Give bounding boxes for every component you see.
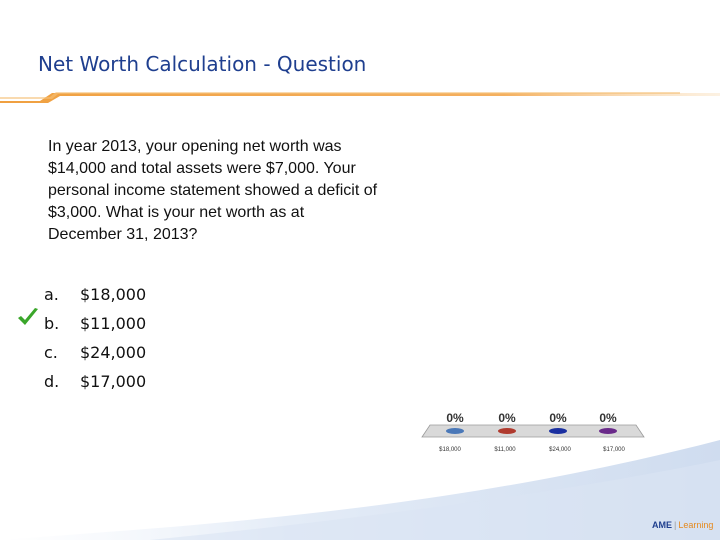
ame-learning-logo: AME | Learning (652, 520, 713, 530)
poll-bar-group-3: 0% $24,000 (549, 411, 572, 453)
logo-suffix: Learning (678, 520, 714, 530)
poll-percent-label: 0% (498, 411, 516, 425)
poll-results-chart: 0% $18,000 0% $11,000 0% $24,000 0% $17,… (421, 411, 645, 453)
header-accent-bar (0, 92, 720, 103)
option-letter: c. (44, 343, 58, 362)
footer-swoosh (0, 440, 720, 540)
correct-check-icon (18, 308, 38, 325)
option-value: $18,000 (80, 285, 147, 304)
option-d[interactable]: d. $17,000 (44, 367, 146, 396)
poll-bar-base (549, 428, 567, 434)
slide-title: Net Worth Calculation - Question (38, 52, 367, 76)
poll-bar-base (498, 428, 516, 434)
poll-category-label: $18,000 (439, 447, 461, 453)
option-letter: b. (44, 314, 60, 333)
poll-percent-label: 0% (599, 411, 617, 425)
answer-options: a. $18,000 b. $11,000 c. $24,000 d. $17,… (44, 280, 146, 396)
logo-separator: | (674, 520, 677, 530)
option-value: $17,000 (80, 372, 147, 391)
option-c[interactable]: c. $24,000 (44, 338, 146, 367)
poll-category-label: $17,000 (603, 447, 625, 453)
poll-bar-group-1: 0% $18,000 (439, 411, 464, 453)
option-letter: d. (44, 372, 60, 391)
option-value: $24,000 (80, 343, 147, 362)
poll-percent-label: 0% (446, 411, 464, 425)
option-b[interactable]: b. $11,000 (44, 309, 146, 338)
poll-bar-base (446, 428, 464, 434)
poll-category-label: $11,000 (494, 447, 516, 453)
option-value: $11,000 (80, 314, 147, 333)
question-text: In year 2013, your opening net worth was… (48, 138, 378, 243)
logo-brand: AME (652, 520, 672, 530)
poll-bar-group-2: 0% $11,000 (494, 411, 516, 453)
option-a[interactable]: a. $18,000 (44, 280, 146, 309)
poll-bar-group-4: 0% $17,000 (599, 411, 626, 453)
poll-bar-base (599, 428, 617, 434)
poll-category-label: $24,000 (549, 447, 571, 453)
option-letter: a. (44, 285, 59, 304)
poll-percent-label: 0% (549, 411, 567, 425)
